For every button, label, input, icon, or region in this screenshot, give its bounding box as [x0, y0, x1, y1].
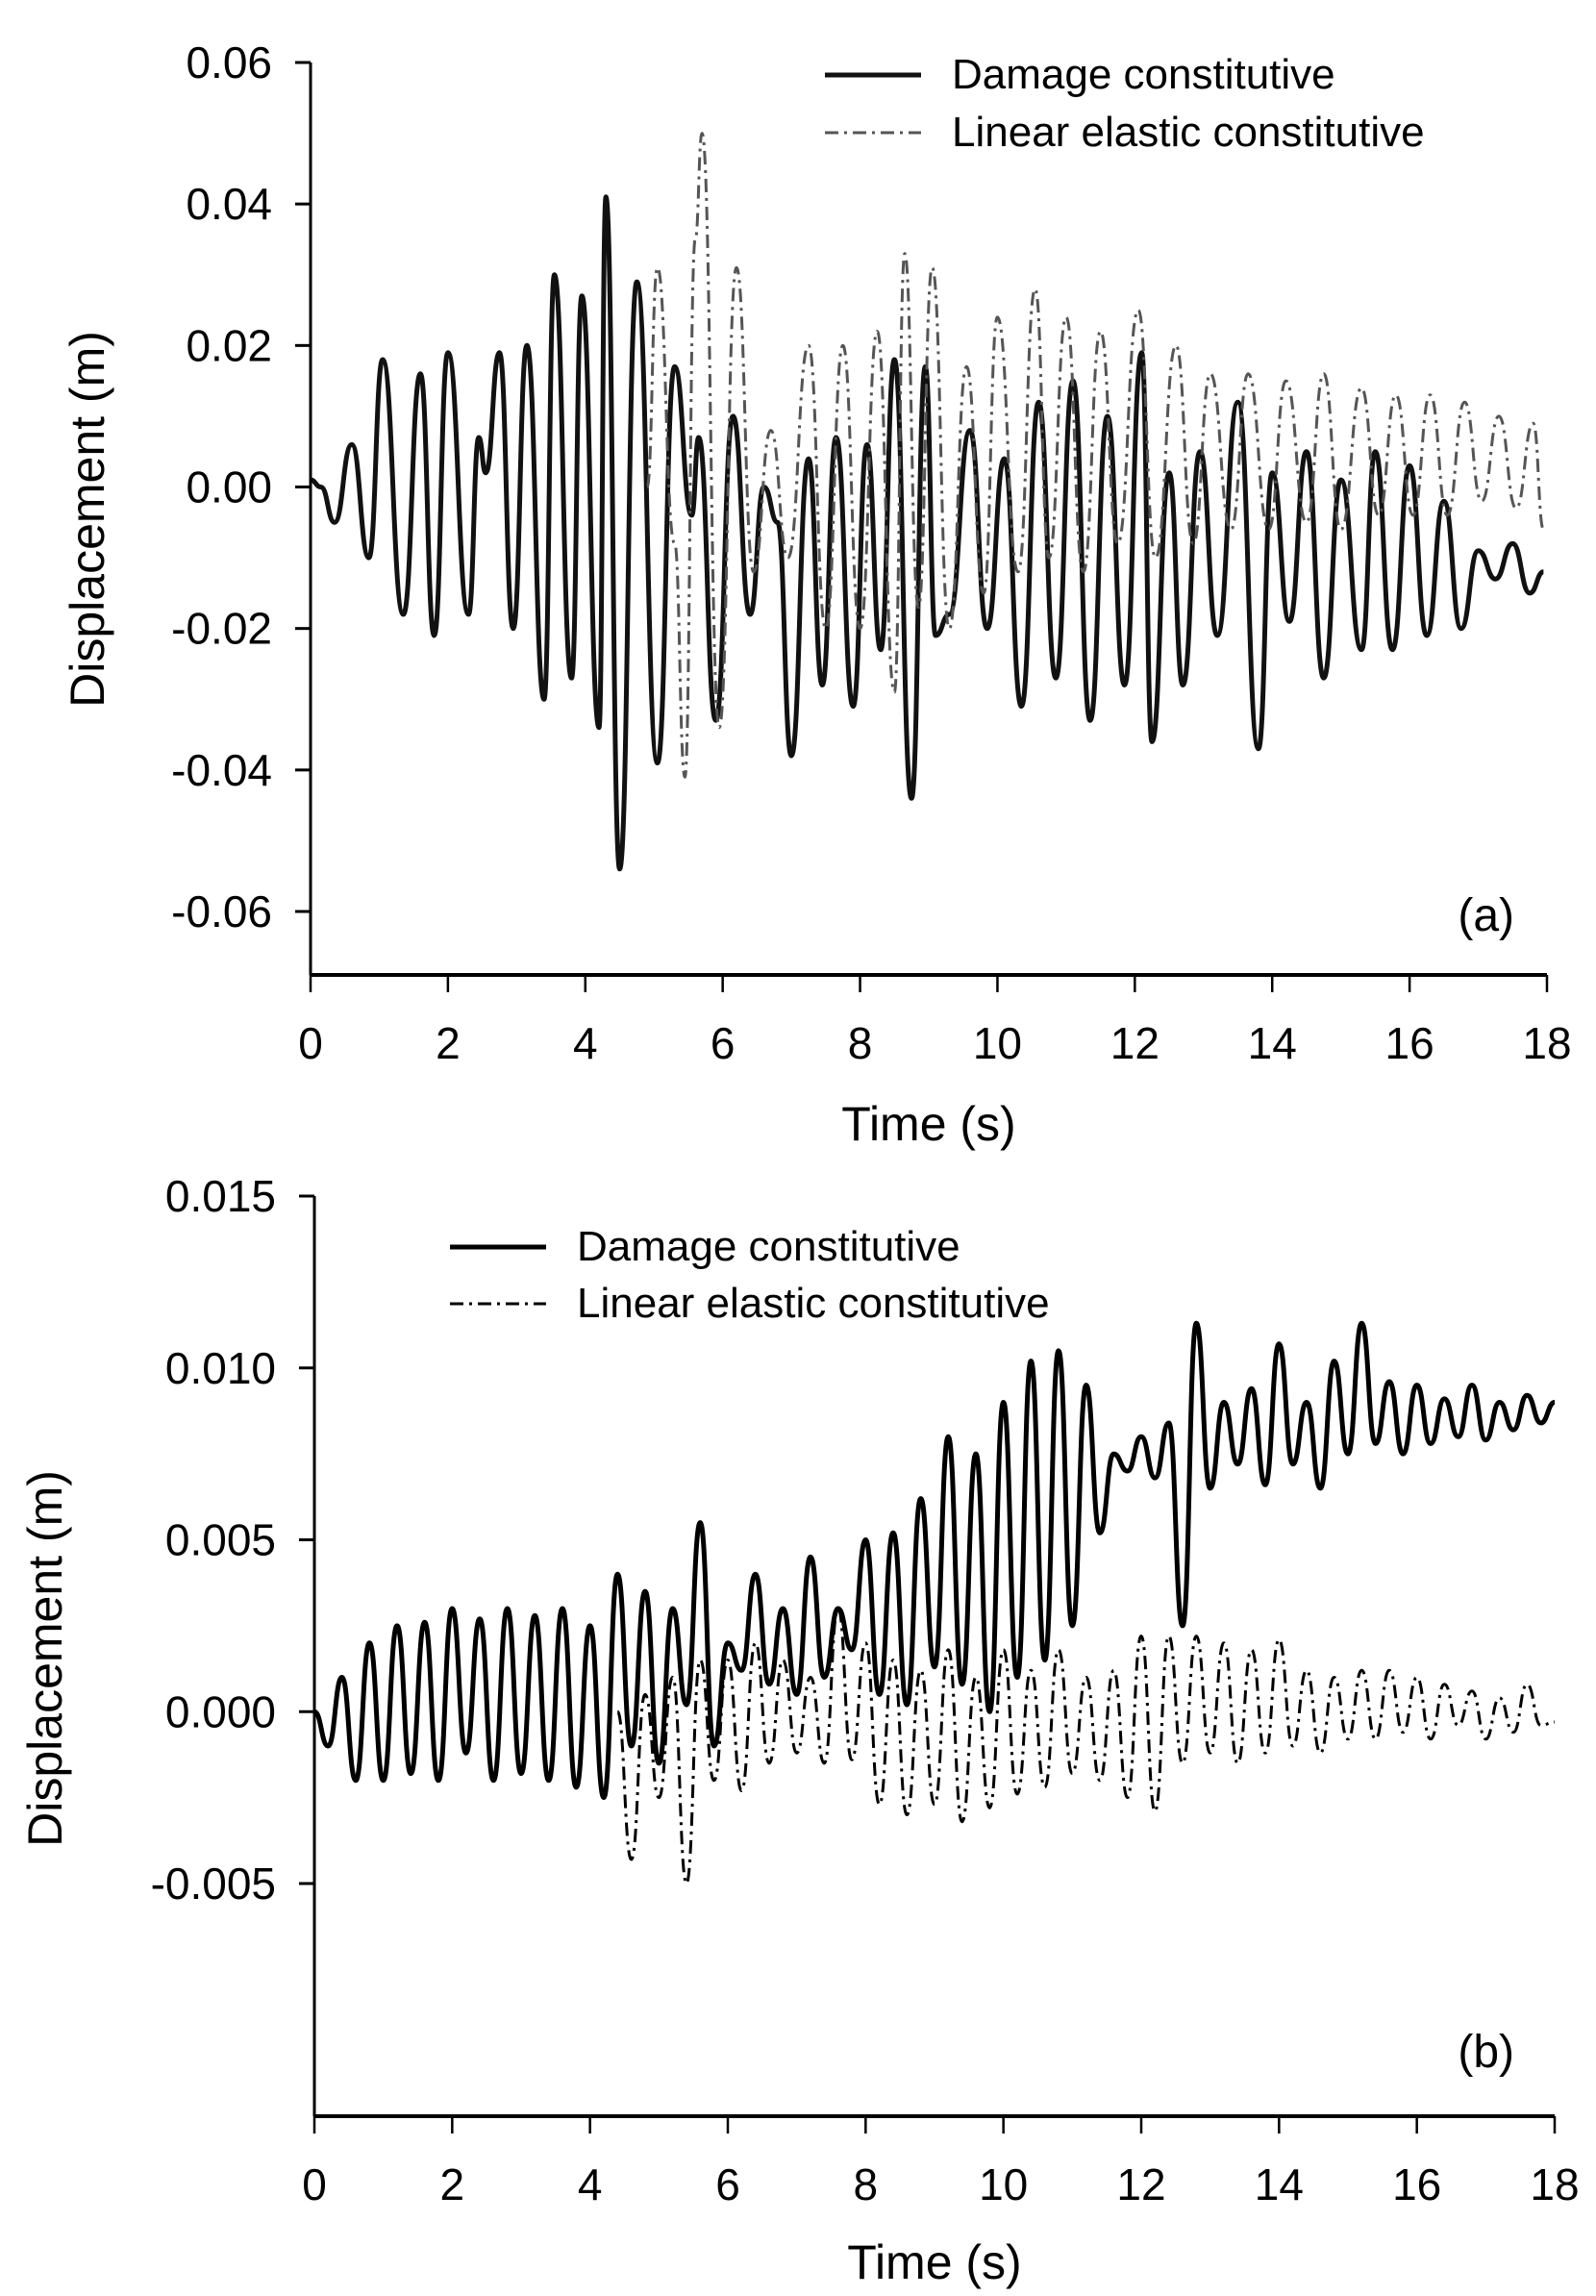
- x-tick-label: 4: [573, 1018, 598, 1068]
- x-tick-label: 18: [1522, 1018, 1571, 1068]
- y-tick-label: -0.04: [171, 745, 272, 795]
- panel-label: (a): [1458, 890, 1514, 941]
- series-line-damage: [310, 194, 1545, 872]
- legend: Damage constitutive Linear elastic consti…: [825, 51, 1425, 156]
- x-tick-label: 16: [1392, 2159, 1441, 2209]
- y-tick-label: 0.04: [186, 179, 272, 229]
- legend-label: Linear elastic constitutive: [952, 109, 1425, 156]
- chart-panel-b: 0.015 0.010 0.005 0.000 -0.005 0 2 4 6 8 10 12 14 16 1…: [18, 1171, 1580, 2289]
- panel-label: (b): [1458, 2027, 1514, 2078]
- y-axis-title: Displacement (m): [18, 1470, 72, 1847]
- x-tick-label: 6: [711, 1018, 736, 1068]
- chart-panel-a: 0.06 0.04 0.02 0.00 -0.02 -0.04 -0.06 0 2 4 6 8 10 12…: [61, 37, 1572, 1151]
- x-tick-label: 10: [979, 2159, 1028, 2209]
- x-tick-label: 12: [1110, 1018, 1160, 1068]
- y-tick-label: -0.02: [171, 604, 272, 654]
- x-tick-label: 16: [1385, 1018, 1434, 1068]
- series-line-damage: [312, 1320, 1556, 1801]
- x-tick-label: 2: [436, 1018, 461, 1068]
- x-tick-label: 14: [1248, 1018, 1297, 1068]
- y-tick-label: -0.06: [171, 886, 272, 936]
- x-tick-label: 18: [1530, 2159, 1579, 2209]
- y-tick-label: 0.005: [165, 1515, 276, 1565]
- x-tick-label: 10: [973, 1018, 1022, 1068]
- y-axis-title: Displacement (m): [61, 331, 114, 708]
- legend: Damage constitutive Linear elastic consti…: [450, 1223, 1050, 1327]
- series-line-linear-elastic: [615, 1607, 1556, 1885]
- y-tick-label: 0.015: [165, 1171, 276, 1221]
- x-tick-label: 8: [854, 2159, 879, 2209]
- y-tick-label: -0.005: [151, 1859, 276, 1909]
- y-tick-label: 0.010: [165, 1343, 276, 1393]
- x-axis-title: Time (s): [847, 2235, 1021, 2289]
- legend-label: Linear elastic constitutive: [577, 1280, 1050, 1327]
- y-tick-label: 0.02: [186, 320, 272, 370]
- y-tick-label: 0.00: [186, 462, 272, 512]
- legend-label: Damage constitutive: [577, 1223, 960, 1270]
- x-tick-label: 12: [1116, 2159, 1165, 2209]
- x-tick-label: 14: [1255, 2159, 1304, 2209]
- x-tick-label: 2: [440, 2159, 465, 2209]
- x-tick-label: 6: [715, 2159, 740, 2209]
- y-tick-label: 0.000: [165, 1686, 276, 1736]
- series-line-linear-elastic: [645, 132, 1545, 779]
- legend-label: Damage constitutive: [952, 51, 1335, 98]
- x-tick-label: 0: [298, 1018, 323, 1068]
- x-tick-label: 8: [848, 1018, 873, 1068]
- x-axis-title: Time (s): [841, 1097, 1015, 1151]
- x-tick-label: 0: [302, 2159, 327, 2209]
- x-tick-label: 4: [578, 2159, 603, 2209]
- y-tick-label: 0.06: [186, 37, 272, 87]
